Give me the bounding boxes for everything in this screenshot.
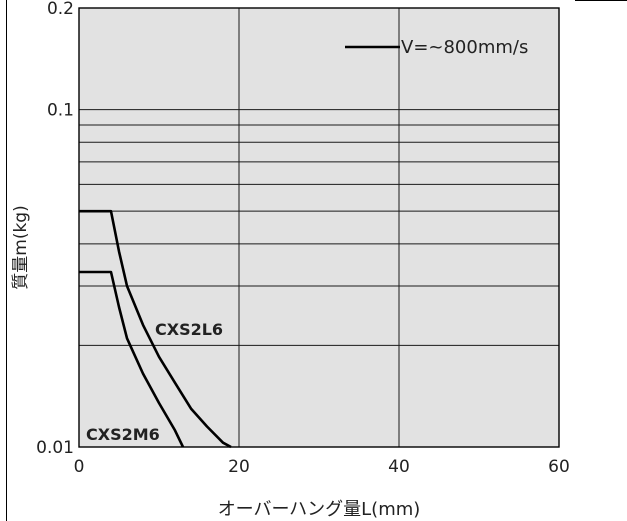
x-axis-label: オーバーハング量L(mm)	[218, 499, 421, 520]
legend-label: V=~800mm/s	[401, 37, 528, 58]
series-line-cxs2m6	[79, 270, 185, 448]
page-frame-top-line	[575, 0, 627, 1]
y-axis-label: 質量m(kg)	[11, 205, 31, 289]
x-tick-label-0: 0	[74, 457, 85, 477]
series-label-cxs2m6: CXS2M6	[86, 425, 160, 444]
x-tick-label-60: 60	[548, 457, 570, 477]
plot-area	[79, 8, 559, 447]
y-tick-label-0.1: 0.1	[47, 101, 74, 121]
y-tick-label-0.01: 0.01	[36, 438, 74, 458]
series-line-cxs2l6	[79, 209, 232, 449]
y-tick-label-0.2: 0.2	[47, 0, 74, 19]
x-tick-label-20: 20	[228, 457, 250, 477]
x-tick-label-40: 40	[388, 457, 410, 477]
series-label-cxs2l6: CXS2L6	[155, 320, 223, 339]
plot-border	[78, 7, 560, 448]
page-frame-left-line	[6, 0, 7, 521]
